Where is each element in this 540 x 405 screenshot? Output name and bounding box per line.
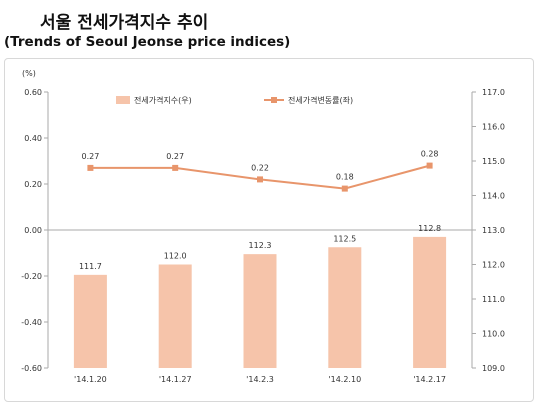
legend-bar-swatch (116, 96, 130, 104)
bar-value-label: 112.8 (418, 224, 441, 233)
right-axis-tick-label: 109.0 (482, 364, 505, 373)
left-axis-tick-label: 0.20 (24, 180, 42, 189)
left-axis-tick-label: 0.60 (24, 88, 42, 97)
legend-bar-label: 전세가격지수(우) (134, 95, 192, 105)
right-axis-tick-label: 113.0 (482, 226, 505, 235)
right-axis-tick-label: 114.0 (482, 192, 505, 201)
right-axis-tick-label: 111.0 (482, 295, 505, 304)
left-axis-tick-label: -0.40 (21, 318, 42, 327)
bar (243, 254, 277, 368)
x-axis-category-label: '14.2.17 (413, 375, 446, 384)
right-axis-tick-label: 110.0 (482, 330, 505, 339)
x-axis-category-label: '14.1.27 (159, 375, 192, 384)
line-point-marker (87, 164, 94, 171)
left-axis-tick-label: 0.00 (24, 226, 42, 235)
line-value-label: 0.22 (251, 163, 269, 172)
bar (73, 274, 107, 368)
x-axis-category-label: '14.2.10 (328, 375, 361, 384)
left-axis-tick-label: -0.20 (21, 272, 42, 281)
x-axis-category-label: '14.2.3 (246, 375, 274, 384)
bar-value-label: 112.5 (333, 234, 356, 243)
right-axis-tick-label: 116.0 (482, 123, 505, 132)
line-value-label: 0.27 (81, 152, 99, 161)
line-point-marker (426, 162, 433, 169)
left-axis-unit: (%) (22, 69, 36, 78)
bar-value-label: 112.3 (249, 241, 272, 250)
line-point-marker (257, 176, 263, 183)
line-value-label: 0.28 (421, 150, 439, 159)
line-value-label: 0.18 (336, 173, 354, 182)
bar-value-label: 111.7 (79, 262, 102, 271)
chart-title-english: (Trends of Seoul Jeonse price indices) (4, 34, 291, 50)
line-value-label: 0.27 (166, 152, 184, 161)
legend-line-label: 전세가격변동률(좌) (288, 95, 353, 105)
right-axis-tick-label: 115.0 (482, 157, 505, 166)
bar (328, 247, 362, 368)
line-point-marker (172, 164, 179, 171)
chart-title-korean: 서울 전세가격지수 추이 (40, 13, 209, 33)
left-axis-tick-label: -0.60 (21, 364, 42, 373)
bar-value-label: 112.0 (164, 252, 187, 261)
right-axis-tick-label: 112.0 (482, 261, 505, 270)
legend-line-marker (271, 97, 277, 103)
right-axis-tick-label: 117.0 (482, 88, 505, 97)
bar (158, 264, 192, 368)
chart-frame (4, 58, 534, 402)
bar (413, 236, 447, 368)
line-point-marker (341, 185, 348, 192)
left-axis-tick-label: 0.40 (24, 134, 42, 143)
x-axis-category-label: '14.1.20 (74, 375, 107, 384)
